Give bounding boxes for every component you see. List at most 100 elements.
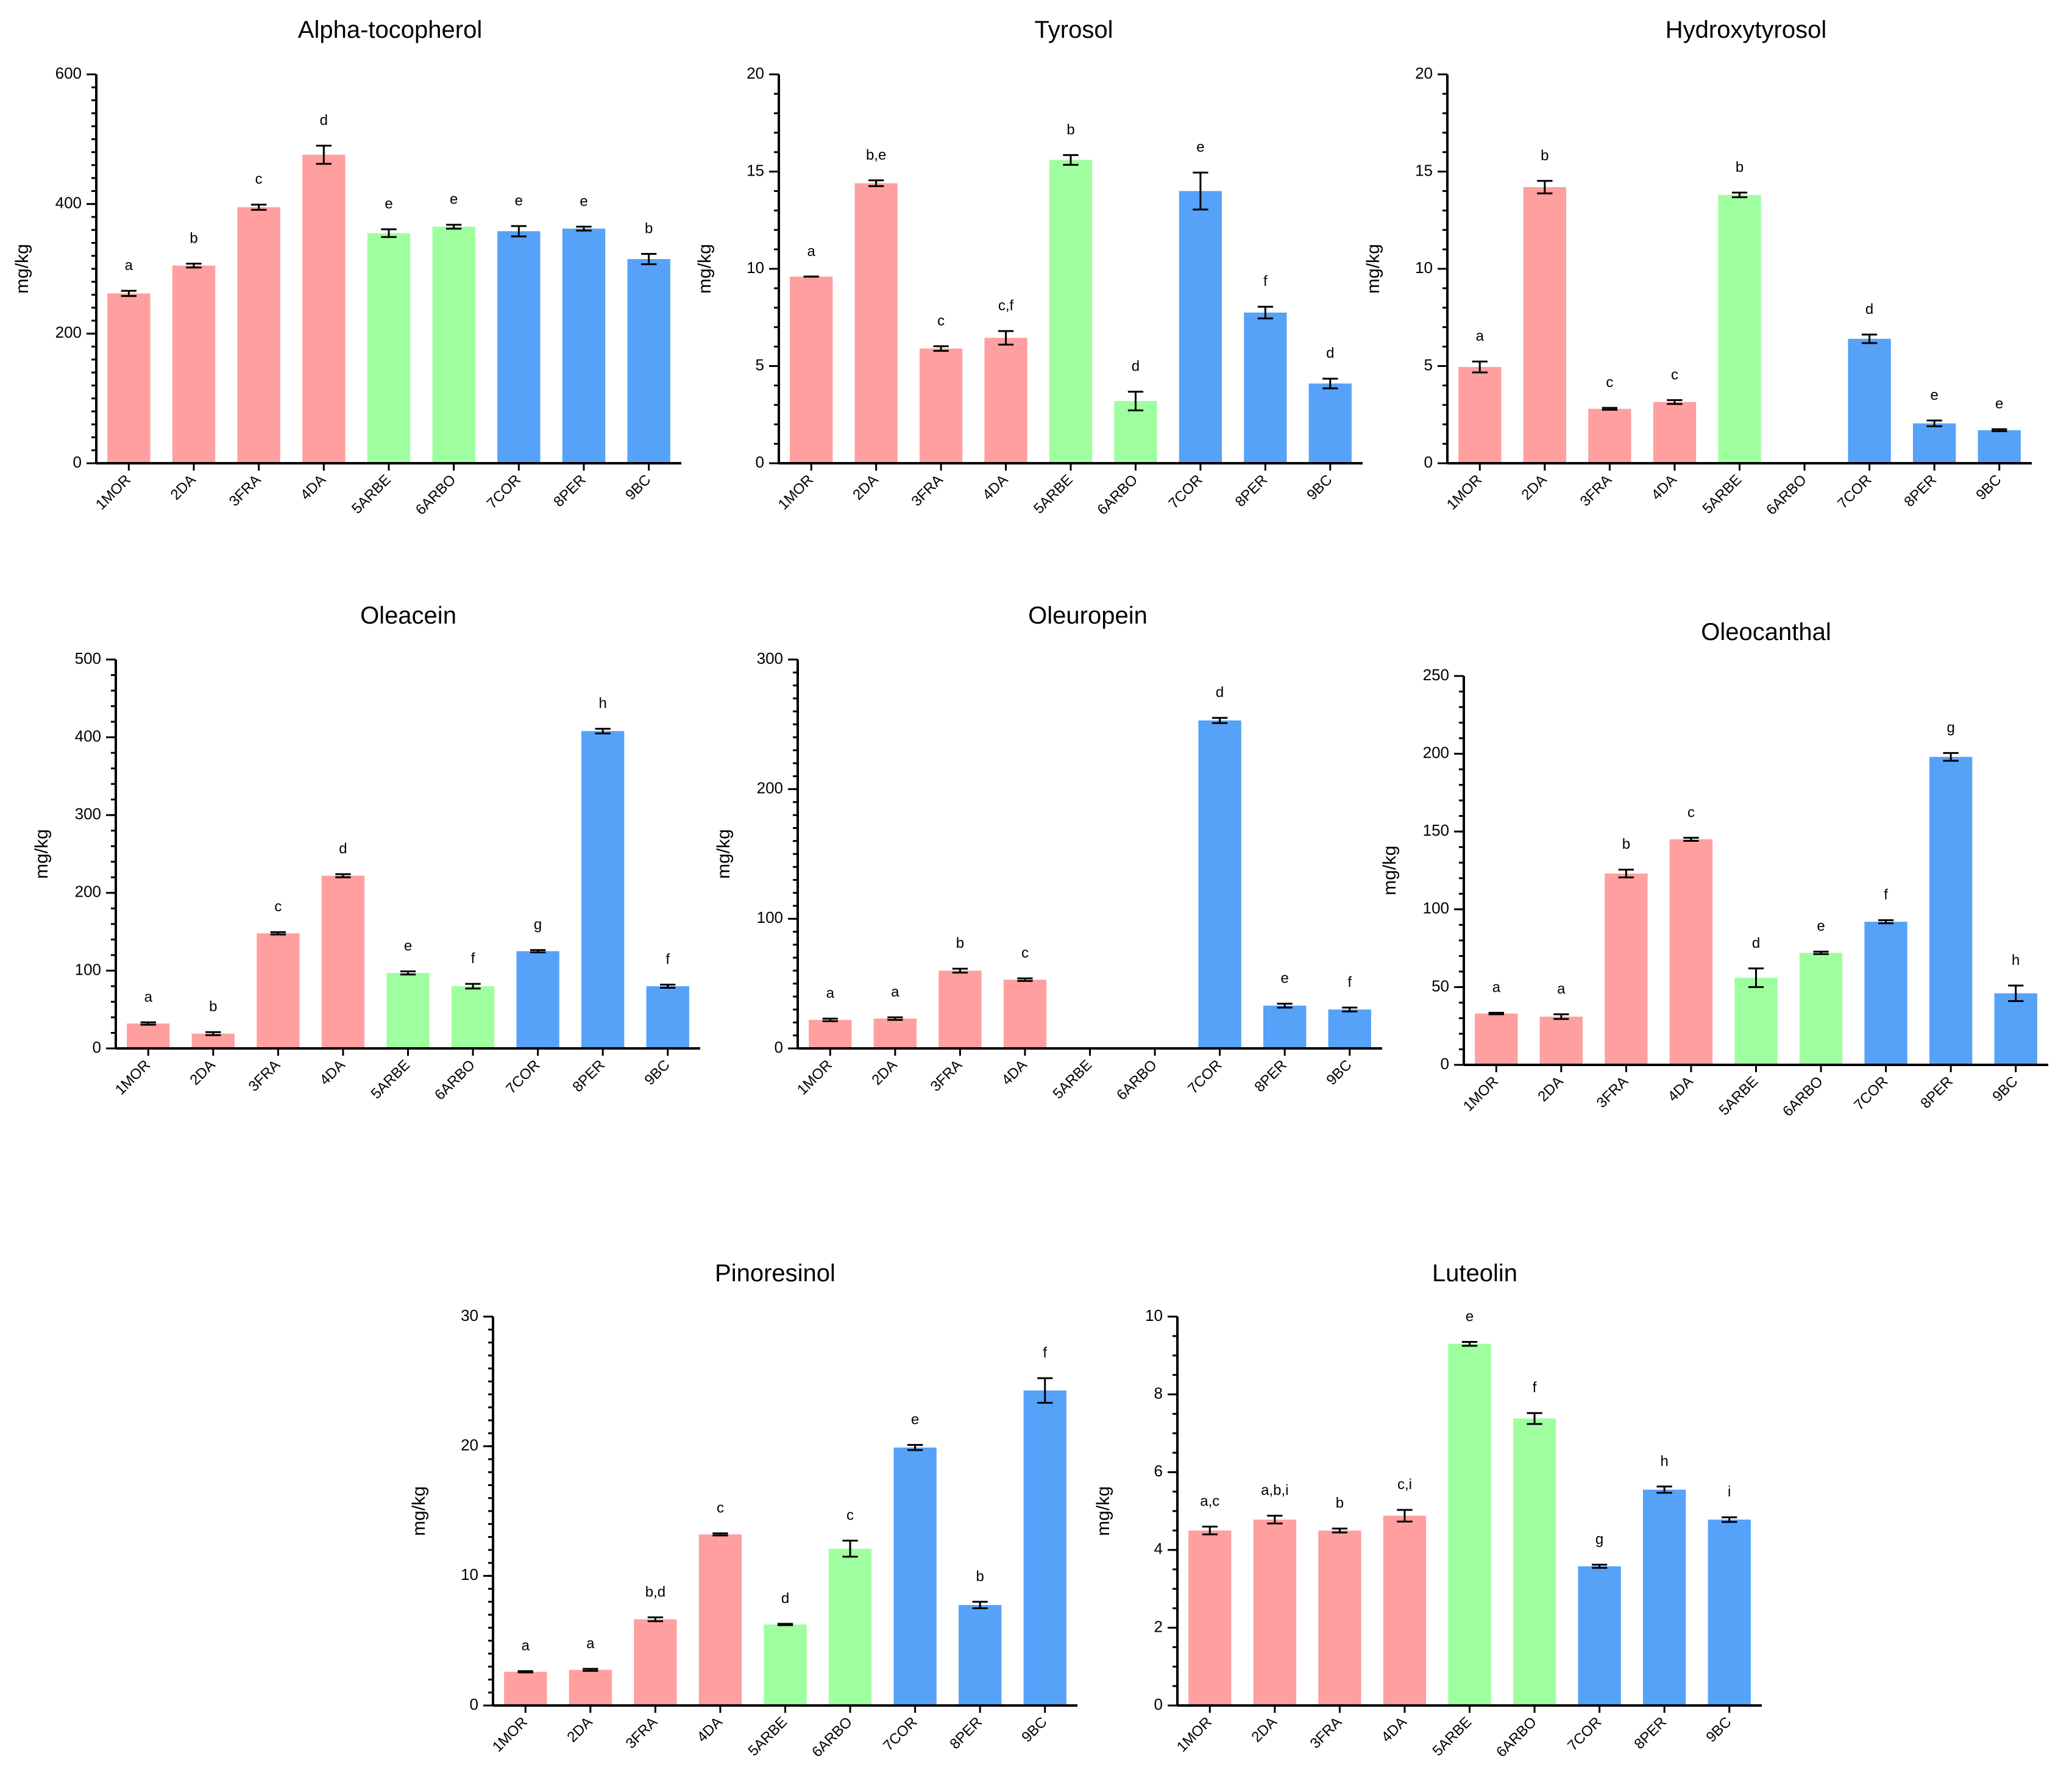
y-tick-label: 0 (1424, 453, 1433, 471)
category-label: 6ARBO (1763, 472, 1810, 519)
significance-letter: d (320, 112, 328, 129)
category-label: 2DA (1534, 1073, 1566, 1105)
error-bar-6ARBO (1527, 1412, 1542, 1425)
category-label: 9BC (1304, 472, 1335, 503)
error-bar-2DA (887, 1016, 903, 1021)
error-bar-1MOR (1488, 1012, 1504, 1015)
category-label: 2DA (868, 1057, 900, 1089)
error-bar-6ARBO (842, 1539, 858, 1558)
error-bar-3FRA (250, 204, 267, 211)
error-bar-8PER (1277, 1003, 1293, 1009)
category-label: 1MOR (93, 472, 134, 513)
error-bar-8PER (1926, 419, 1942, 427)
bar-6ARBO (1799, 953, 1843, 1065)
error-bar-4DA (1667, 399, 1683, 405)
category-label: 1MOR (489, 1714, 531, 1755)
significance-letter: e (1930, 387, 1938, 404)
significance-letter: e (1817, 918, 1825, 934)
category-label: 6ARBO (1779, 1073, 1826, 1120)
bar-9BC (1994, 993, 2037, 1065)
error-bar-6ARBO (1127, 391, 1144, 411)
significance-letter: e (450, 191, 458, 208)
category-label: 5ARBE (1429, 1714, 1475, 1760)
error-bar-7COR (511, 225, 527, 238)
y-axis-label: mg/kg (12, 244, 32, 294)
bar-8PER (562, 229, 606, 463)
bar-1MOR (107, 293, 151, 463)
significance-letter: a (1476, 328, 1485, 344)
significance-letter: b (645, 221, 653, 237)
significance-letter: d (781, 1590, 789, 1607)
panel-hydroxytyrosol: Hydroxytyrosol mg/kg a 1MOR b 2DA c 3FRA c 4DA b 5A… (1363, 16, 2032, 518)
bar-1MOR (1458, 367, 1502, 463)
chart-title: Oleuropein (1028, 602, 1148, 629)
category-label: 7COR (1185, 1057, 1225, 1097)
bar-9BC (1978, 430, 2021, 463)
significance-letter: c,f (998, 297, 1014, 314)
category-label: 1MOR (794, 1057, 836, 1098)
bar-4DA (1383, 1515, 1427, 1705)
error-bar-4DA (712, 1532, 728, 1537)
bar-1MOR (127, 1023, 170, 1048)
significance-letter: h (2012, 952, 2020, 969)
bar-2DA (1523, 187, 1566, 463)
category-label: 7COR (1851, 1073, 1891, 1114)
category-label: 3FRA (1577, 472, 1615, 510)
bar-9BC (1708, 1520, 1751, 1705)
significance-letter: c,i (1397, 1476, 1412, 1493)
category-label: 3FRA (226, 472, 264, 510)
y-tick-label: 6 (1154, 1462, 1163, 1480)
bar-6ARBO (1513, 1418, 1556, 1705)
panel-alpha-tocopherol: Alpha-tocopherol mg/kg a 1MOR b 2DA c 3FRA d 4DA e… (12, 16, 681, 518)
chart-title: Hydroxytyrosol (1666, 16, 1827, 43)
error-bar-8PER (576, 226, 592, 232)
bar-4DA (1003, 980, 1047, 1048)
category-label: 3FRA (928, 1057, 965, 1095)
y-tick-label: 200 (1423, 743, 1449, 761)
category-label: 1MOR (112, 1057, 154, 1098)
significance-letter: a (522, 1638, 530, 1654)
y-tick-label: 15 (1415, 161, 1433, 179)
significance-letter: a (586, 1635, 595, 1652)
category-label: 2DA (850, 472, 881, 503)
bar-7COR (1864, 922, 1907, 1065)
category-label: 9BC (1323, 1057, 1355, 1089)
error-bar-5ARBE (1063, 154, 1079, 166)
category-label: 3FRA (1594, 1073, 1631, 1111)
bar-3FRA (938, 970, 982, 1048)
category-label: 7COR (880, 1714, 920, 1754)
y-tick-label: 0 (470, 1695, 478, 1713)
bar-5ARBE (386, 973, 430, 1048)
significance-letter: b (190, 230, 197, 246)
error-bar-9BC (1037, 1377, 1053, 1404)
error-bar-8PER (972, 1601, 988, 1609)
error-bar-5ARBE (381, 228, 397, 238)
category-label: 1MOR (775, 472, 817, 513)
category-label: 3FRA (908, 472, 946, 510)
category-label: 6ARBO (1095, 472, 1141, 519)
bar-7COR (1198, 720, 1241, 1048)
category-label: 8PER (1917, 1073, 1956, 1112)
error-bar-7COR (1878, 919, 1894, 925)
y-tick-label: 20 (1415, 64, 1433, 82)
error-bar-9BC (1992, 428, 2007, 432)
category-label: 9BC (1703, 1714, 1734, 1746)
error-bar-5ARBE (1731, 191, 1748, 199)
error-bar-5ARBE (1461, 1340, 1478, 1347)
error-bar-9BC (1342, 1006, 1358, 1012)
y-tick-label: 15 (747, 161, 764, 179)
category-label: 8PER (946, 1714, 985, 1752)
y-axis-label: mg/kg (1093, 1486, 1113, 1536)
significance-letter: f (1533, 1379, 1537, 1396)
significance-letter: a,c (1200, 1493, 1219, 1510)
error-bar-3FRA (1332, 1528, 1348, 1534)
category-label: 6ARBO (413, 472, 459, 519)
error-bar-4DA (998, 330, 1014, 346)
error-bar-2DA (1537, 180, 1553, 194)
y-tick-label: 0 (775, 1038, 783, 1056)
bar-3FRA (1605, 873, 1648, 1065)
error-bar-2DA (1553, 1013, 1569, 1020)
category-label: 1MOR (1444, 472, 1485, 513)
y-tick-label: 30 (461, 1306, 478, 1325)
significance-letter: g (1595, 1531, 1603, 1548)
